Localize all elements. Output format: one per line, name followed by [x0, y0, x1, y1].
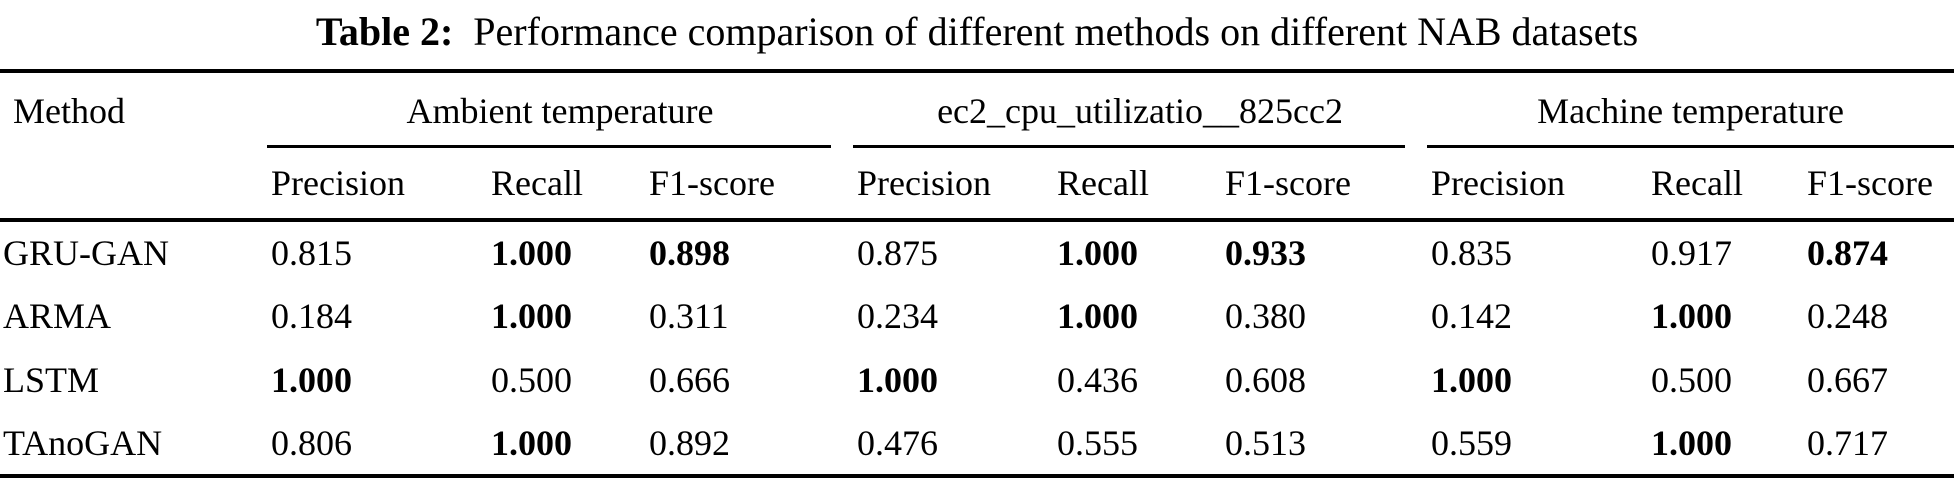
method-cell: LSTM — [3, 360, 100, 400]
metric-value-cell: 0.898 — [649, 233, 730, 273]
metric-value-cell: 0.667 — [1807, 360, 1889, 400]
metric-value-cell: 1.000 — [1431, 360, 1513, 400]
empty-header-cell — [0, 148, 267, 222]
group-header-row: Method Ambient temperature ec2_cpu_utili… — [0, 71, 1954, 148]
method-cell: GRU-GAN — [3, 233, 169, 273]
metric-value-cell: 1.000 — [1651, 296, 1733, 336]
metric-value-cell: 1.000 — [857, 360, 938, 400]
method-column-header: Method — [13, 90, 125, 131]
group-label: Ambient temperature — [406, 90, 714, 131]
table-row-lstm: LSTM 1.000 0.500 0.666 1.000 0.436 0.608… — [0, 348, 1954, 412]
precision-header: Precision — [853, 148, 1053, 222]
metric-value-cell: 0.917 — [1651, 233, 1733, 273]
metric-value-cell: 0.311 — [649, 296, 729, 336]
recall-header: Recall — [487, 148, 645, 222]
metric-value-cell: 0.835 — [1431, 233, 1513, 273]
f1-score-header: F1-score — [1803, 148, 1954, 222]
metric-value-cell: 1.000 — [491, 233, 572, 273]
metric-value-cell: 0.717 — [1807, 423, 1889, 463]
group-header-machine-temperature: Machine temperature — [1427, 71, 1954, 148]
caption-label: Table 2: — [315, 9, 454, 54]
table-row-tanogan: TAnoGAN 0.806 1.000 0.892 0.476 0.555 0.… — [0, 412, 1954, 476]
recall-header: Recall — [1647, 148, 1804, 222]
caption-text: Performance comparison of different meth… — [473, 9, 1639, 54]
table-row-arma: ARMA 0.184 1.000 0.311 0.234 1.000 0.380… — [0, 284, 1954, 348]
metric-value-cell: 1.000 — [491, 423, 572, 463]
metric-value-cell: 0.248 — [1807, 296, 1889, 336]
metric-value-cell: 0.892 — [649, 423, 730, 463]
metric-value-cell: 0.142 — [1431, 296, 1513, 336]
recall-header: Recall — [1053, 148, 1221, 222]
group-header-ambient-temperature: Ambient temperature — [267, 71, 853, 148]
precision-header: Precision — [267, 148, 487, 222]
metric-value-cell: 0.380 — [1225, 296, 1306, 336]
metric-value-cell: 0.875 — [857, 233, 938, 273]
metric-value-cell: 0.933 — [1225, 233, 1306, 273]
method-cell: ARMA — [3, 296, 112, 336]
metric-value-cell: 0.476 — [857, 423, 938, 463]
metric-value-cell: 0.500 — [1651, 360, 1733, 400]
metric-value-cell: 1.000 — [1057, 233, 1138, 273]
group-label: ec2_cpu_utilizatio__825cc2 — [937, 90, 1343, 131]
group-underline-rule — [1427, 145, 1954, 148]
metric-value-cell: 0.874 — [1807, 233, 1889, 273]
metric-value-cell: 0.559 — [1431, 423, 1513, 463]
group-header-ec2-cpu-utilization: ec2_cpu_utilizatio__825cc2 — [853, 71, 1427, 148]
f1-score-header: F1-score — [1221, 148, 1428, 222]
metric-value-cell: 0.513 — [1225, 423, 1306, 463]
method-cell: TAnoGAN — [3, 423, 163, 463]
metric-value-cell: 1.000 — [271, 360, 352, 400]
metric-value-cell: 0.815 — [271, 233, 352, 273]
metric-value-cell: 1.000 — [491, 296, 572, 336]
metric-value-cell: 0.666 — [649, 360, 730, 400]
group-underline-rule — [853, 145, 1406, 148]
metric-value-cell: 0.500 — [491, 360, 572, 400]
precision-header: Precision — [1427, 148, 1648, 222]
metric-value-cell: 0.608 — [1225, 360, 1306, 400]
table-row-gru-gan: GRU-GAN 0.815 1.000 0.898 0.875 1.000 0.… — [0, 220, 1954, 284]
f1-score-header: F1-score — [645, 148, 853, 222]
metric-value-cell: 0.806 — [271, 423, 352, 463]
metric-value-cell: 0.555 — [1057, 423, 1138, 463]
metric-value-cell: 0.436 — [1057, 360, 1138, 400]
metric-header-row: Precision Recall F1-score Precision Reca… — [0, 148, 1954, 222]
group-underline-rule — [267, 145, 831, 148]
performance-table: Method Ambient temperature ec2_cpu_utili… — [0, 69, 1954, 478]
metric-value-cell: 1.000 — [1651, 423, 1733, 463]
metric-value-cell: 1.000 — [1057, 296, 1138, 336]
metric-value-cell: 0.234 — [857, 296, 938, 336]
table-caption: Table 2: Performance comparison of differ… — [0, 0, 1954, 69]
metric-value-cell: 0.184 — [271, 296, 352, 336]
group-label: Machine temperature — [1537, 90, 1844, 131]
